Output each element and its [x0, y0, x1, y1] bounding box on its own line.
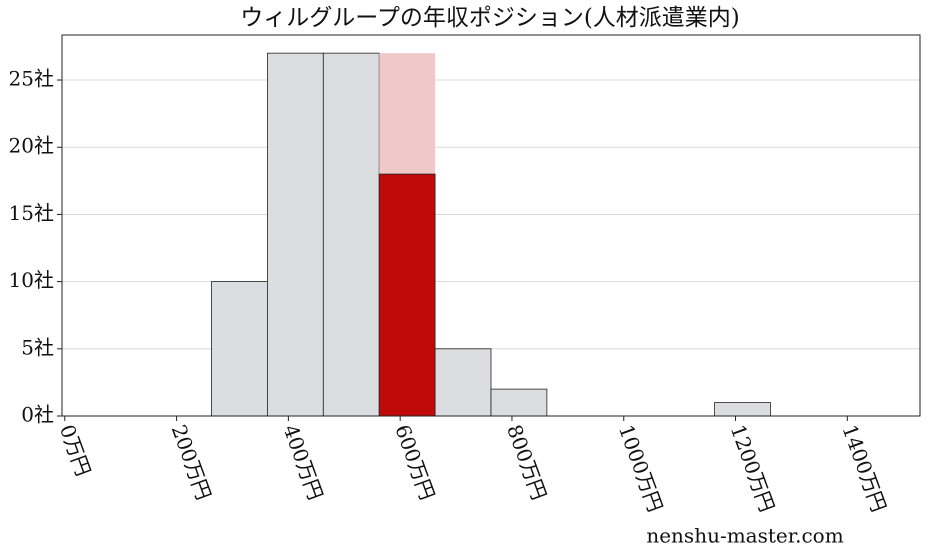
y-tick-label: 20社: [9, 134, 54, 158]
x-tick-label: 600万円: [390, 421, 439, 503]
y-tick-label: 15社: [9, 201, 54, 225]
x-tick-label: 200万円: [167, 421, 216, 503]
y-tick-label: 5社: [21, 335, 54, 359]
x-tick-label: 0万円: [55, 421, 96, 479]
y-tick-label: 25社: [9, 67, 54, 91]
x-tick-label: 800万円: [502, 421, 551, 503]
bar: [714, 402, 771, 417]
x-tick-label: 400万円: [279, 421, 328, 503]
watermark: nenshu-master.com: [646, 524, 843, 548]
x-tick-label: 1000万円: [614, 421, 668, 515]
bar: [267, 52, 324, 417]
bar: [434, 348, 492, 417]
y-tick-label: 0社: [21, 403, 54, 427]
x-tick-label: 1200万円: [726, 421, 780, 515]
y-tick-label: 10社: [9, 268, 54, 292]
x-tick-label: 1400万円: [837, 421, 891, 515]
plot-frame: [61, 34, 921, 417]
highlight-bar: [378, 173, 436, 417]
chart-title: ウィルグループの年収ポジション(人材派遣業内): [240, 5, 740, 31]
bar: [211, 281, 268, 417]
bar: [490, 388, 548, 417]
bar: [322, 52, 380, 417]
